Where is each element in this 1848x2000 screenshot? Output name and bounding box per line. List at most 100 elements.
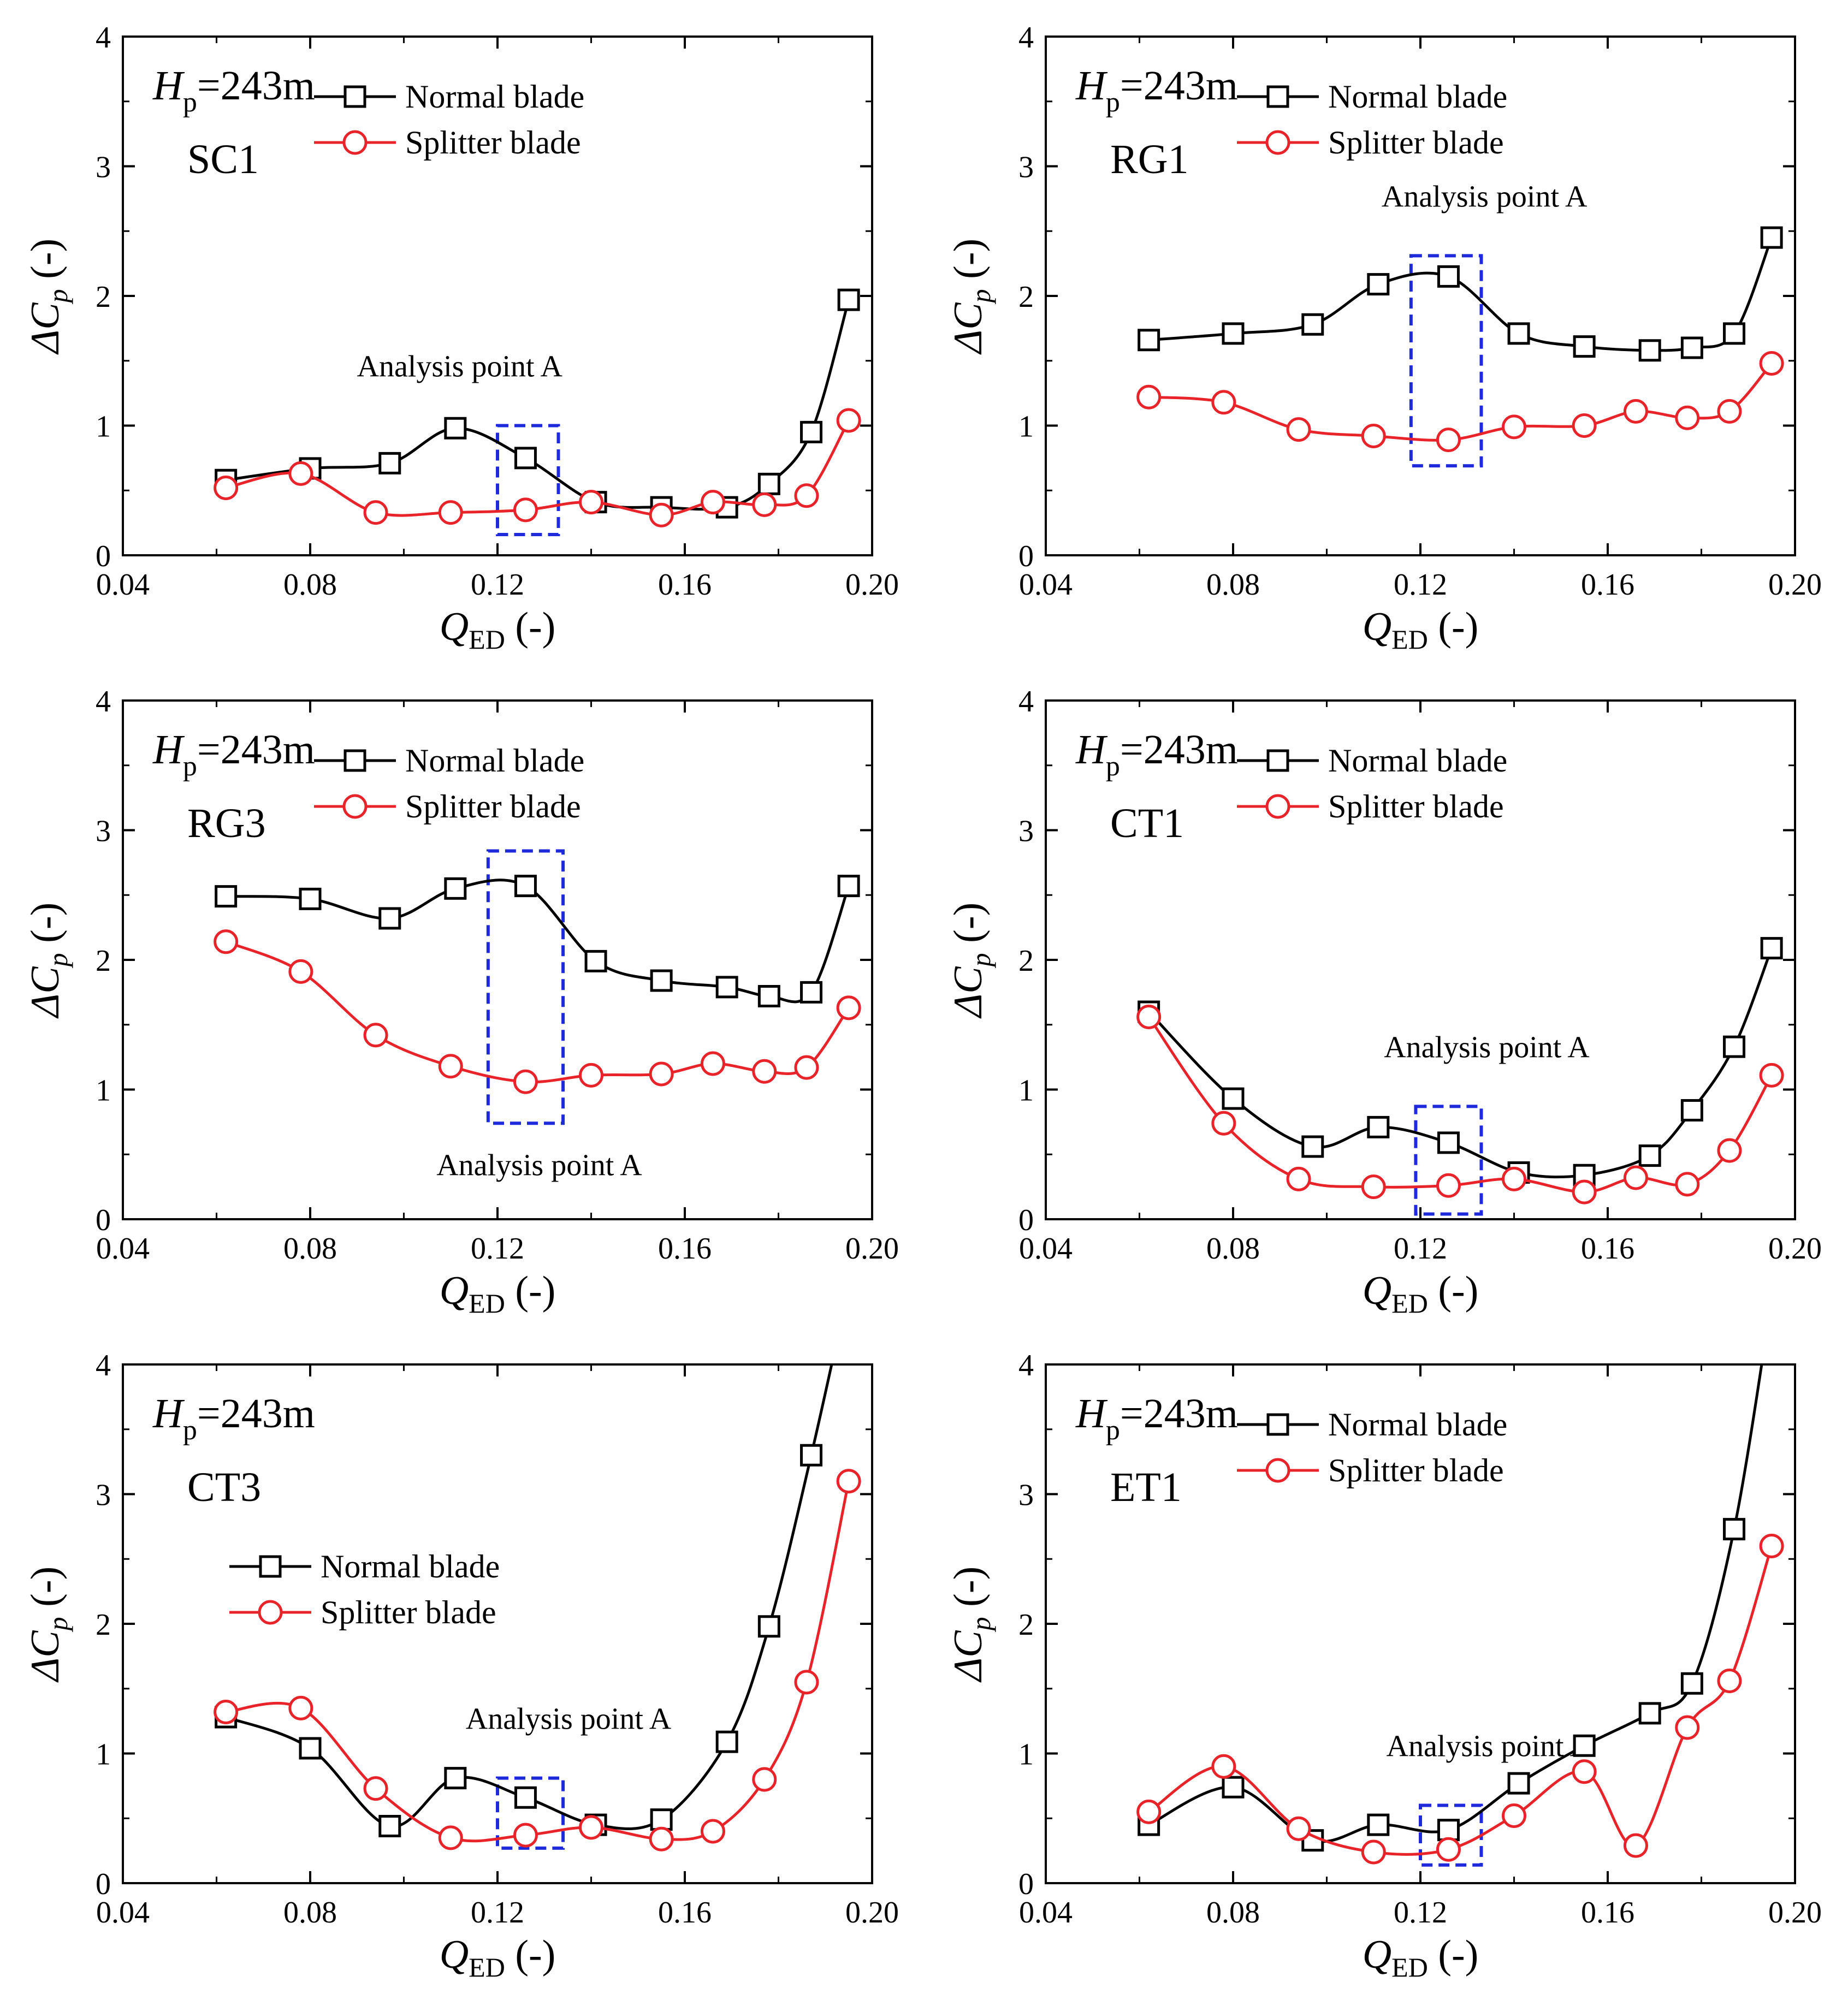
series-splitter-blade bbox=[214, 1469, 861, 1851]
data-point-circle bbox=[1717, 1138, 1742, 1163]
data-point-circle bbox=[1436, 1173, 1461, 1198]
head-label-value: =243m bbox=[1120, 63, 1238, 109]
legend-label: Splitter blade bbox=[321, 1594, 496, 1630]
data-point-circle bbox=[700, 1051, 725, 1076]
data-point-circle bbox=[1623, 399, 1648, 424]
data-point-circle bbox=[214, 1700, 239, 1724]
data-point-square bbox=[1723, 1035, 1746, 1058]
head-label-sub: p bbox=[183, 751, 197, 782]
data-point-square bbox=[299, 887, 322, 910]
data-point-square bbox=[299, 1737, 322, 1760]
y-tick-label: 0 bbox=[1018, 1203, 1034, 1237]
head-label-value: =243m bbox=[1120, 1391, 1238, 1437]
data-point-circle bbox=[836, 1469, 861, 1494]
data-point-circle bbox=[214, 929, 239, 954]
analysis-annotation: Analysis point A bbox=[1382, 180, 1588, 213]
head-label-main: H bbox=[1075, 63, 1108, 109]
data-point-square bbox=[1138, 329, 1160, 352]
data-point-circle bbox=[1675, 1715, 1700, 1740]
head-label-sub: p bbox=[1106, 87, 1120, 118]
x-axis-title: QED (-) bbox=[1363, 1268, 1479, 1319]
data-point-circle bbox=[1136, 1799, 1162, 1824]
series-normal-blade bbox=[215, 875, 860, 1007]
data-point-circle bbox=[214, 476, 239, 500]
legend-label: Splitter blade bbox=[405, 124, 581, 161]
series-normal-blade bbox=[1138, 226, 1783, 362]
data-point-circle bbox=[794, 1670, 819, 1695]
analysis-annotation: Analysis point A bbox=[1384, 1030, 1590, 1064]
x-axis-title-unit: (-) bbox=[1428, 1932, 1478, 1977]
x-tick-label: 0.16 bbox=[658, 1896, 712, 1930]
legend-entry-normal: Normal blade bbox=[314, 79, 584, 115]
x-tick-label: 0.12 bbox=[471, 1232, 524, 1266]
y-axis-title-sub: p bbox=[966, 953, 996, 968]
legend-circle-marker bbox=[342, 130, 368, 155]
x-tick-label: 0.12 bbox=[471, 568, 524, 602]
head-label-main: H bbox=[1075, 727, 1108, 773]
head-label-main: H bbox=[152, 727, 185, 773]
x-axis-title-unit: (-) bbox=[1428, 1268, 1478, 1313]
x-tick-label: 0.08 bbox=[283, 1232, 337, 1266]
y-tick-label: 4 bbox=[96, 685, 111, 719]
data-point-square bbox=[1437, 1819, 1460, 1842]
head-label-sub: p bbox=[183, 87, 197, 118]
x-tick-label: 0.08 bbox=[283, 568, 337, 602]
x-tick-label: 0.16 bbox=[1581, 1896, 1634, 1930]
x-tick-label: 0.04 bbox=[96, 1896, 150, 1930]
y-tick-label: 2 bbox=[1018, 280, 1034, 314]
legend-label: Normal blade bbox=[321, 1548, 500, 1584]
data-point-square bbox=[1723, 322, 1746, 345]
series-line bbox=[1148, 362, 1773, 442]
x-tick-label: 0.04 bbox=[1019, 1232, 1073, 1266]
data-point-square bbox=[800, 420, 823, 443]
analysis-annotation: Analysis point A bbox=[1387, 1730, 1592, 1764]
x-tick-label: 0.20 bbox=[1768, 1896, 1822, 1930]
data-point-square bbox=[1222, 1087, 1245, 1110]
y-tick-label: 4 bbox=[1018, 1349, 1034, 1382]
x-tick-label: 0.20 bbox=[845, 1896, 899, 1930]
x-axis-title: QED (-) bbox=[1363, 1932, 1479, 1983]
head-label: Hp=243m bbox=[1075, 727, 1238, 782]
y-tick-label: 2 bbox=[96, 1608, 111, 1642]
data-point-square bbox=[1301, 313, 1324, 336]
series-splitter-blade bbox=[1136, 351, 1784, 453]
data-point-square bbox=[1367, 273, 1390, 296]
legend-circle-marker bbox=[1265, 130, 1290, 155]
panel-label: CT1 bbox=[1110, 800, 1184, 846]
data-point-square bbox=[1222, 1776, 1245, 1799]
series-normal-blade bbox=[215, 1364, 833, 1837]
series-normal-blade bbox=[215, 288, 860, 519]
y-tick-label: 1 bbox=[96, 1074, 111, 1108]
panel-label: ET1 bbox=[1110, 1464, 1182, 1510]
series-splitter-blade bbox=[214, 408, 861, 527]
x-tick-label: 0.16 bbox=[1581, 568, 1634, 602]
data-point-square bbox=[444, 1767, 467, 1790]
data-point-circle bbox=[1361, 1839, 1386, 1865]
data-point-circle bbox=[1361, 424, 1386, 448]
data-point-square bbox=[1573, 335, 1596, 358]
data-point-square bbox=[1367, 1115, 1390, 1138]
head-label: Hp=243m bbox=[152, 63, 315, 118]
y-axis-title-sub: p bbox=[43, 289, 73, 304]
data-point-square bbox=[378, 1815, 401, 1837]
data-point-circle bbox=[1211, 1754, 1236, 1779]
data-point-circle bbox=[700, 490, 725, 515]
x-tick-label: 0.16 bbox=[658, 1232, 712, 1266]
legend-entry-splitter: Splitter blade bbox=[229, 1594, 496, 1630]
x-axis-title-unit: (-) bbox=[505, 604, 555, 649]
x-tick-label: 0.04 bbox=[1019, 568, 1073, 602]
data-point-square bbox=[1723, 1518, 1746, 1541]
series-line bbox=[1148, 1545, 1773, 1856]
legend-circle-marker bbox=[342, 794, 368, 819]
y-tick-label: 4 bbox=[1018, 21, 1034, 55]
legend-entry-normal: Normal blade bbox=[314, 743, 584, 779]
data-point-circle bbox=[752, 1059, 777, 1084]
data-point-circle bbox=[1572, 1759, 1597, 1784]
x-axis-title-main: Q bbox=[440, 1932, 469, 1977]
legend-label: Normal blade bbox=[1328, 79, 1507, 115]
legend-label: Normal blade bbox=[1328, 1406, 1507, 1443]
series-splitter-blade bbox=[1136, 1005, 1784, 1204]
